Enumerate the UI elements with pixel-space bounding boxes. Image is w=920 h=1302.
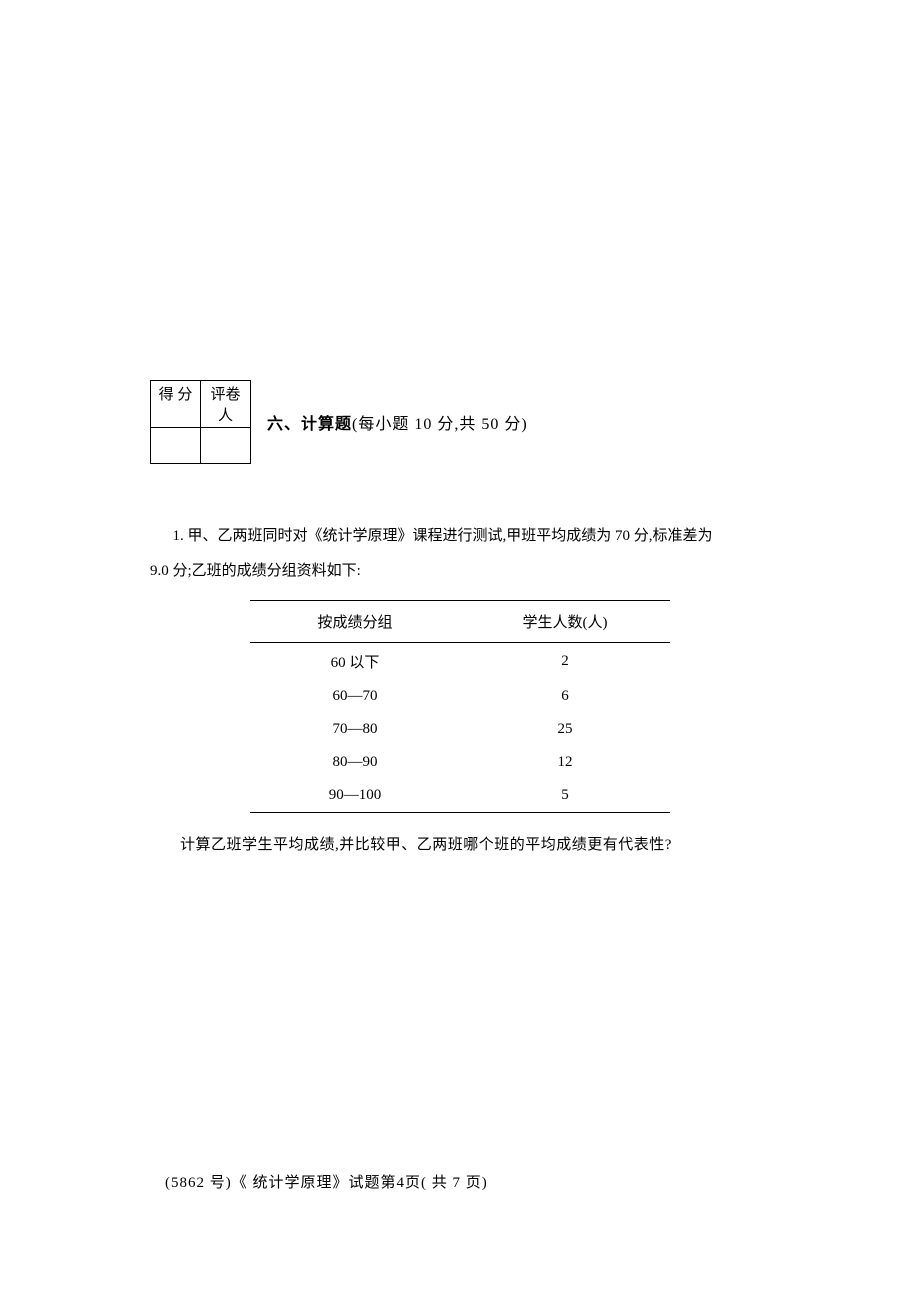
table-cell-group: 70—80 bbox=[250, 713, 460, 746]
grader-label: 评卷人 bbox=[201, 381, 251, 428]
question-line-1: 1. 甲、乙两班同时对《统计学原理》课程进行测试,甲班平均成绩为 70 分,标准… bbox=[180, 519, 770, 554]
table-cell-group: 90—100 bbox=[250, 779, 460, 813]
table-cell-count: 5 bbox=[460, 779, 670, 813]
table-cell-group: 80—90 bbox=[250, 746, 460, 779]
table-cell-count: 12 bbox=[460, 746, 670, 779]
question-line-2: 9.0 分;乙班的成绩分组资料如下: bbox=[150, 554, 770, 589]
table-row: 60—70 6 bbox=[250, 680, 670, 713]
section-header: 得 分 评卷人 六、计算题(每小题 10 分,共 50 分) bbox=[150, 380, 770, 464]
page-footer: (5862 号)《 统计学原理》试题第4页( 共 7 页) bbox=[165, 1171, 488, 1192]
score-label: 得 分 bbox=[151, 381, 201, 428]
table-row: 70—80 25 bbox=[250, 713, 670, 746]
table-cell-count: 25 bbox=[460, 713, 670, 746]
table-cell-group: 60 以下 bbox=[250, 643, 460, 681]
table-row: 90—100 5 bbox=[250, 779, 670, 813]
table-cell-count: 6 bbox=[460, 680, 670, 713]
question-followup: 计算乙班学生平均成绩,并比较甲、乙两班哪个班的平均成绩更有代表性? bbox=[180, 833, 770, 854]
table-header-count: 学生人数(人) bbox=[460, 601, 670, 643]
table-row: 80—90 12 bbox=[250, 746, 670, 779]
section-number: 六、 bbox=[267, 416, 301, 433]
table-header-group: 按成绩分组 bbox=[250, 601, 460, 643]
section-subtitle: (每小题 10 分,共 50 分) bbox=[352, 416, 528, 433]
score-grader-box: 得 分 评卷人 bbox=[150, 380, 251, 464]
section-title: 六、计算题(每小题 10 分,共 50 分) bbox=[267, 410, 528, 434]
table-cell-group: 60—70 bbox=[250, 680, 460, 713]
section-name: 计算题 bbox=[301, 416, 352, 433]
table-header-row: 按成绩分组 学生人数(人) bbox=[250, 601, 670, 643]
table-cell-count: 2 bbox=[460, 643, 670, 681]
score-value-cell bbox=[151, 428, 201, 464]
page-content: 得 分 评卷人 六、计算题(每小题 10 分,共 50 分) 1. 甲、乙两班同… bbox=[150, 380, 770, 854]
table-row: 60 以下 2 bbox=[250, 643, 670, 681]
grader-value-cell bbox=[201, 428, 251, 464]
score-distribution-table: 按成绩分组 学生人数(人) 60 以下 2 60—70 6 70—80 25 8… bbox=[250, 600, 670, 813]
